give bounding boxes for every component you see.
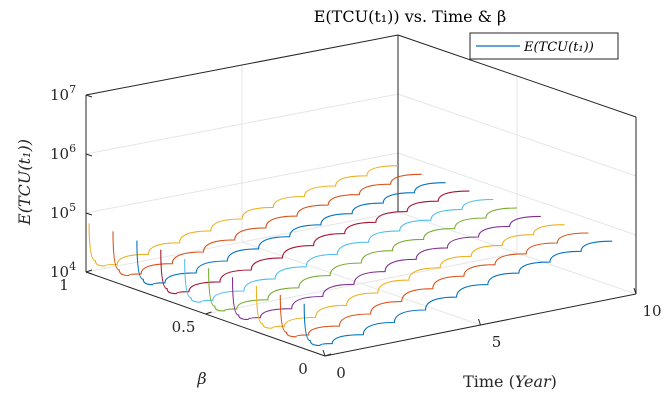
time-tick-label: 10 <box>642 302 661 320</box>
grid-layer <box>85 34 637 326</box>
z-axis-label: E(TCU(t₁)) <box>15 139 34 226</box>
beta-tick <box>205 311 212 315</box>
edge-top-back <box>85 34 399 96</box>
z-tick-label: 106 <box>50 142 76 163</box>
time-tick-label: 5 <box>492 333 502 351</box>
beta-tick-label: 0.5 <box>172 318 196 336</box>
series-line-beta-0_1 <box>303 240 613 347</box>
series-line-beta-0_7 <box>160 190 470 295</box>
series-line-beta-0_4 <box>231 215 541 321</box>
series-line-beta-0_5 <box>208 207 518 312</box>
beta-tick-label: 1 <box>59 276 69 294</box>
series-line-beta-0_8 <box>136 182 446 286</box>
series-layer <box>88 165 613 347</box>
z-tick-label: 105 <box>50 201 76 222</box>
z-tick <box>85 153 93 157</box>
time-tick <box>633 287 637 295</box>
series-line-beta-0_3 <box>255 224 565 329</box>
chart-title: E(TCU(t₁)) vs. Time & β <box>314 7 507 26</box>
axes-box <box>85 34 637 357</box>
beta-tick-label: 0 <box>298 360 308 378</box>
y-axis-label: β <box>196 369 206 388</box>
edge-top-right <box>397 34 637 118</box>
time-tick-label: 0 <box>336 364 346 382</box>
beta-tick <box>85 269 93 273</box>
legend-entry-label: E(TCU(t₁)) <box>523 40 594 55</box>
time-tick <box>478 318 481 326</box>
series-line-beta-0_2 <box>279 232 589 338</box>
legend: E(TCU(t₁)) <box>469 32 619 60</box>
z-tick-label: 107 <box>50 83 76 104</box>
series-line-beta-0_9 <box>112 173 422 277</box>
z-tick <box>85 271 93 275</box>
time-tick <box>322 349 326 357</box>
series-line-beta-1 <box>88 165 399 267</box>
series-line-beta-0_6 <box>184 198 494 303</box>
z-tick-label: 104 <box>50 260 76 281</box>
x-axis-label: Time (Year) <box>463 372 557 391</box>
grid-line-b-floor <box>205 252 518 315</box>
beta-tick <box>324 353 332 357</box>
z-tick <box>85 212 93 216</box>
z-tick <box>85 94 93 98</box>
